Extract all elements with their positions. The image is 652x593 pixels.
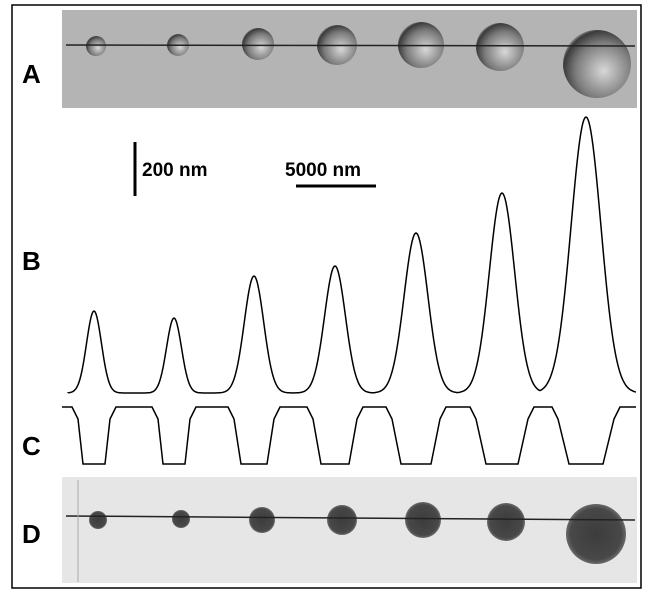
horizontal-scale-label: 5000 nm (285, 160, 361, 181)
frame (11, 4, 642, 589)
spot (327, 505, 357, 535)
dimple (242, 28, 274, 60)
profile-b (67, 116, 637, 394)
scan-line-a (65, 44, 636, 47)
scan-line-d (65, 515, 636, 521)
panel-label: D (22, 519, 41, 549)
spot (487, 503, 525, 541)
profile-c (62, 406, 636, 465)
vertical-scale-label: 200 nm (142, 160, 207, 181)
spot (172, 510, 190, 528)
panel-label: C (22, 431, 41, 461)
spot (249, 507, 275, 533)
dimple (476, 23, 524, 71)
panel-label: A (22, 59, 41, 89)
spot (89, 511, 107, 529)
dimple (563, 30, 631, 98)
panel-label: B (22, 246, 41, 276)
spot (405, 502, 441, 538)
spot (566, 504, 626, 564)
dimple (86, 36, 106, 56)
